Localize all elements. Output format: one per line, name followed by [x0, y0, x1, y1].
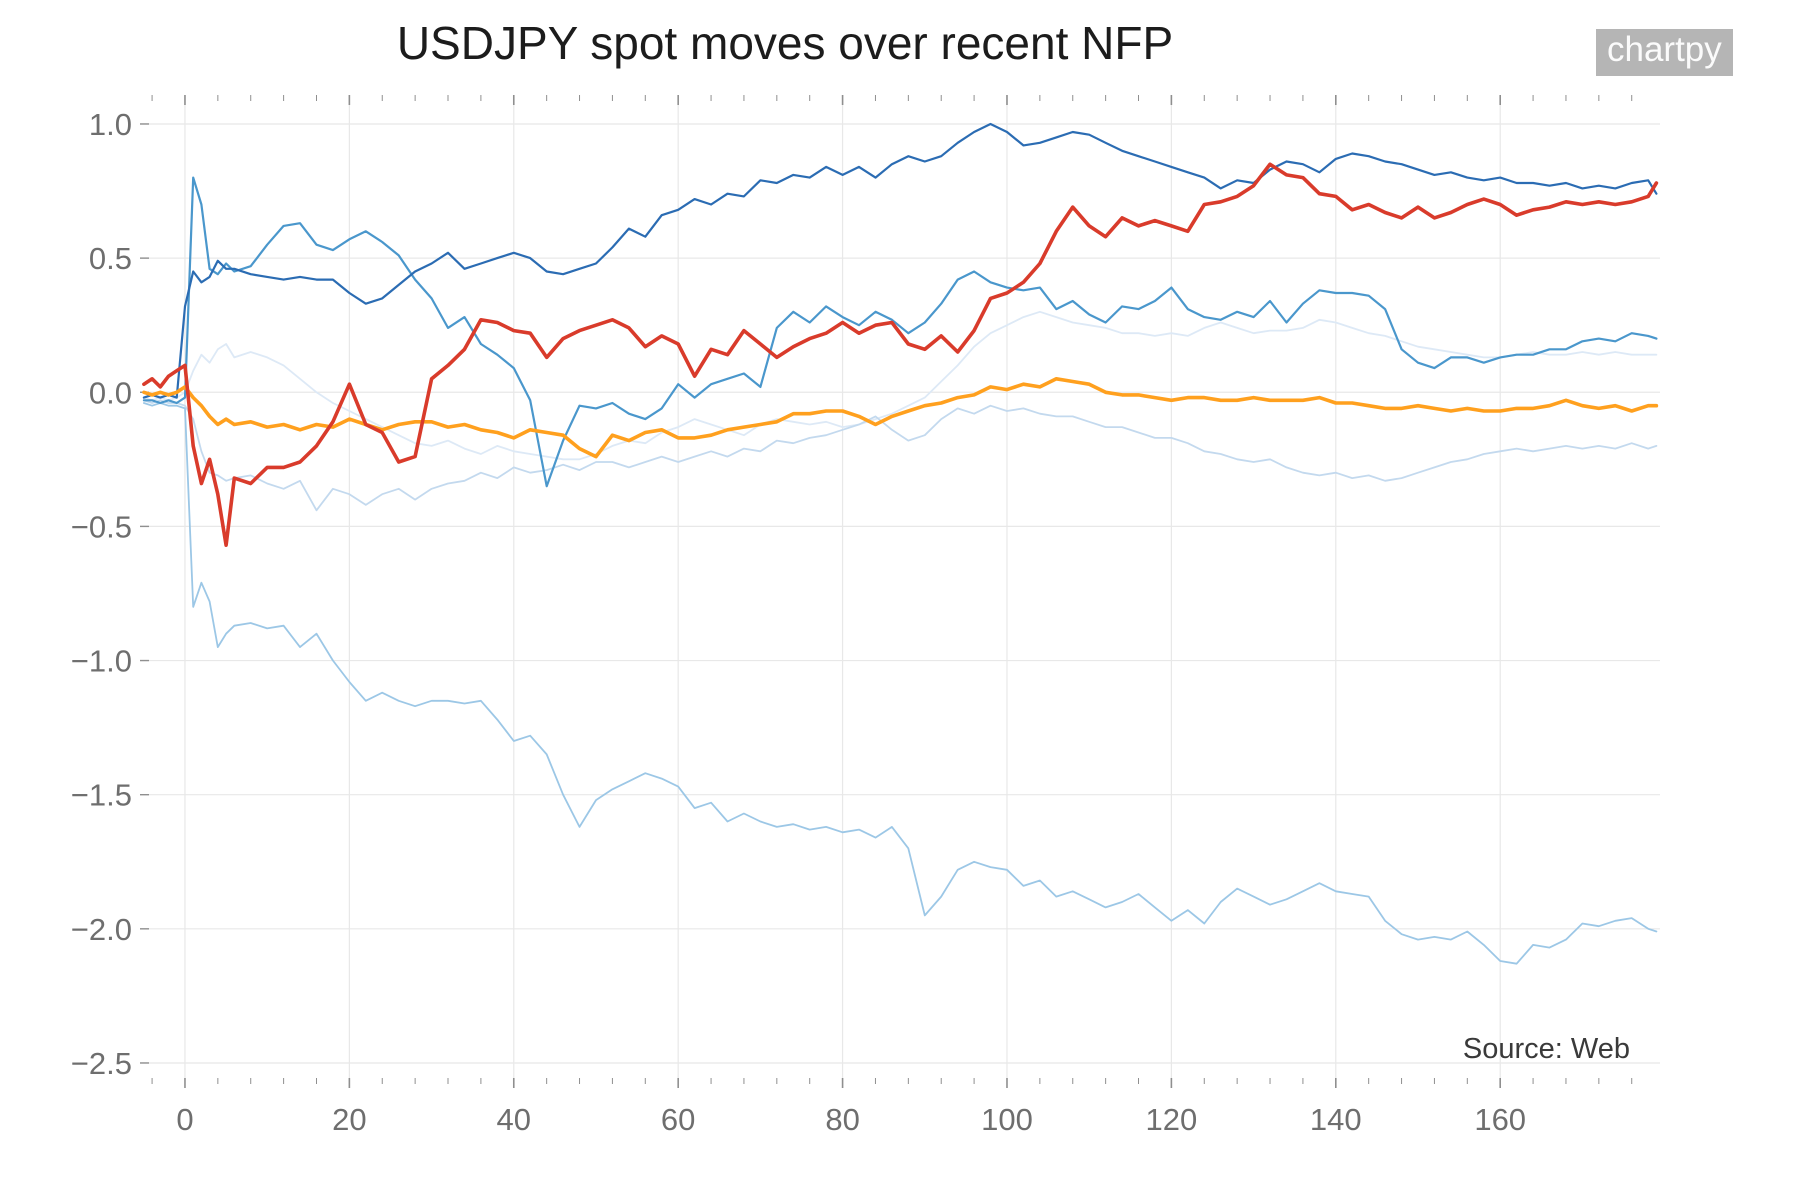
chart-title: USDJPY spot moves over recent NFP [396, 17, 1174, 69]
y-tick-label: 0.0 [89, 375, 132, 410]
y-tick-label: −1.0 [71, 644, 132, 679]
x-tick-label: 20 [332, 1102, 366, 1137]
x-tick-label: 120 [1146, 1102, 1198, 1137]
line-orange [142, 376, 1659, 459]
y-tick-label: −2.5 [71, 1046, 132, 1081]
y-tick-label: 1.0 [89, 107, 132, 142]
line-light-blue [142, 402, 1658, 965]
chartpy-watermark: chartpy [1596, 29, 1733, 76]
x-tick-label: 80 [825, 1102, 859, 1137]
x-tick-label: 100 [981, 1102, 1033, 1137]
line-pale-blue [142, 399, 1658, 512]
y-tick-label: −1.5 [71, 778, 132, 813]
source-label: Source: Web [1462, 1033, 1630, 1065]
x-tick-label: 160 [1474, 1102, 1526, 1137]
y-tick-label: −0.5 [71, 509, 132, 544]
line-dark-blue [142, 122, 1658, 399]
x-tick-label: 140 [1310, 1102, 1362, 1137]
x-tick-label: 40 [497, 1102, 531, 1137]
y-tick-label: 0.5 [89, 241, 132, 276]
line-red [142, 162, 1659, 548]
line-steel-blue [142, 176, 1658, 488]
x-tick-label: 60 [661, 1102, 695, 1137]
x-tick-label: 0 [176, 1102, 193, 1137]
y-tick-label: −2.0 [71, 912, 132, 947]
